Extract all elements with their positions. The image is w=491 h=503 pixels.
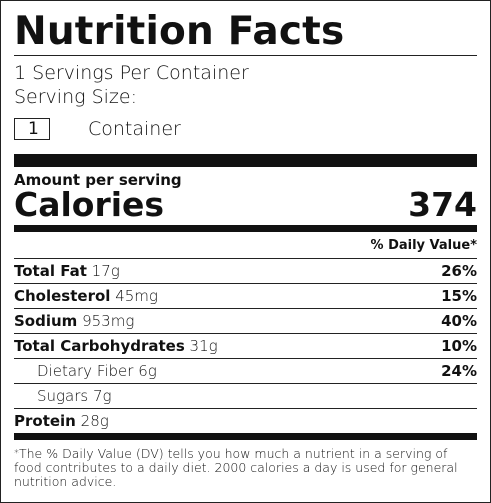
nutrient-name: Sodium <box>14 312 78 330</box>
nutrient-row-cholesterol: Cholesterol 45mg 15% <box>14 283 477 308</box>
nutrient-dv: 24% <box>441 362 477 380</box>
nutrient-row-dietary-fiber: Dietary Fiber 6g 24% <box>14 358 477 383</box>
label-title: Nutrition Facts <box>14 9 345 54</box>
nutrient-dv: 40% <box>441 312 477 330</box>
nutrient-amount: 7g <box>93 387 112 405</box>
nutrient-dv: 10% <box>441 337 477 355</box>
footnote: *The % Daily Value (DV) tells you how mu… <box>14 447 477 489</box>
nutrient-amount: 28g <box>80 412 109 430</box>
calories-divider <box>14 225 477 232</box>
nutrient-row-sodium: Sodium 953mg 40% <box>14 308 477 333</box>
nutrient-amount: 953mg <box>82 312 135 330</box>
servings-per-container: 1 Servings Per Container <box>14 62 249 84</box>
title-divider <box>14 55 477 56</box>
nutrient-amount: 45mg <box>115 287 158 305</box>
nutrient-dv: 26% <box>441 262 477 280</box>
serving-size-unit: Container <box>88 118 181 140</box>
amount-per-serving: Amount per serving <box>14 171 182 189</box>
footnote-divider <box>14 433 477 440</box>
nutrient-dv: 15% <box>441 287 477 305</box>
nutrient-amount: 6g <box>138 362 157 380</box>
nutrient-name: Dietary Fiber <box>37 362 134 380</box>
nutrient-row-protein: Protein 28g <box>14 408 477 433</box>
calories-row: Calories 374 <box>14 188 477 222</box>
serving-size-input[interactable] <box>14 118 50 140</box>
nutrient-row-total-fat: Total Fat 17g 26% <box>14 258 477 283</box>
serving-size-row: Container <box>14 115 477 143</box>
nutrient-name: Total Carbohydrates <box>14 337 185 355</box>
nutrient-name: Total Fat <box>14 262 87 280</box>
nutrient-name: Sugars <box>37 387 89 405</box>
calories-label: Calories <box>14 185 165 224</box>
nutrient-amount: 31g <box>189 337 218 355</box>
nutrient-amount: 17g <box>91 262 120 280</box>
daily-value-header: % Daily Value* <box>370 238 477 253</box>
nutrient-name: Cholesterol <box>14 287 111 305</box>
nutrient-row-sugars: Sugars 7g <box>14 383 477 408</box>
serving-size-label: Serving Size: <box>14 86 137 108</box>
nutrient-name: Protein <box>14 412 76 430</box>
nutrient-row-total-carbohydrates: Total Carbohydrates 31g 10% <box>14 333 477 358</box>
footnote-text: The % Daily Value (DV) tells you how muc… <box>14 446 458 489</box>
footnote-star: * <box>14 448 19 459</box>
calories-value: 374 <box>408 185 477 224</box>
thick-divider <box>14 154 477 167</box>
